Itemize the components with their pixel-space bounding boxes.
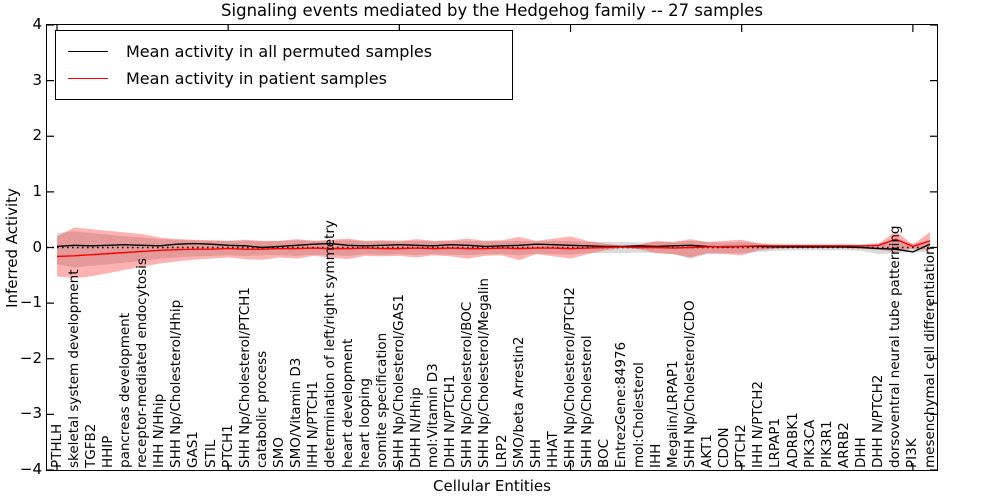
patient-mean-line	[56, 238, 931, 258]
y-tick-label: 4	[32, 15, 42, 33]
legend-label: Mean activity in patient samples	[126, 69, 387, 88]
permuted-mean-line	[56, 242, 931, 253]
y-tick-label: 2	[32, 126, 42, 145]
y-tick-label: −2	[19, 348, 42, 367]
black-line-swatch	[68, 51, 108, 52]
chart-canvas	[47, 25, 937, 470]
x-axis-label: Cellular Entities	[433, 477, 551, 495]
legend-item-patient: Mean activity in patient samples	[68, 65, 502, 92]
legend-box: Mean activity in all permuted samples Me…	[55, 30, 513, 100]
red-line-swatch	[68, 78, 108, 79]
y-tick-label: 0	[32, 237, 42, 256]
chart-title: Signaling events mediated by the Hedgeho…	[221, 1, 763, 20]
permuted-samples-range-band	[57, 231, 930, 268]
legend-item-permuted: Mean activity in all permuted samples	[68, 38, 502, 65]
y-tick-label: −3	[19, 404, 42, 423]
legend-label: Mean activity in all permuted samples	[126, 42, 433, 61]
y-tick-label: 3	[32, 70, 42, 89]
patient-samples-range-band	[57, 227, 930, 279]
y-tick-label: 1	[32, 181, 42, 200]
y-tick-label: −4	[19, 460, 42, 478]
y-tick-label: −1	[19, 293, 42, 312]
plot-area: PTHLH skeletal system development TGFB2 HHI…	[46, 24, 938, 471]
